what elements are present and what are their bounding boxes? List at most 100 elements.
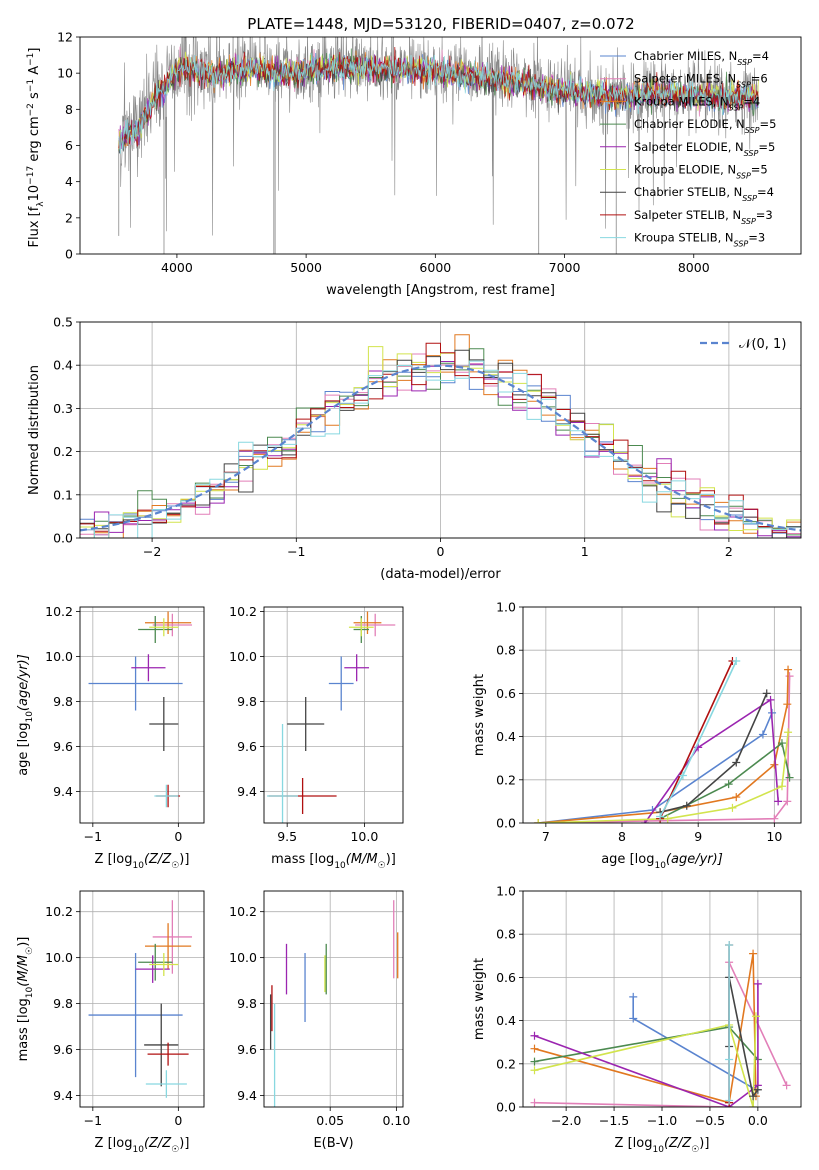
label-part: Flux [f bbox=[27, 206, 42, 247]
x-axis-label: Z [log10(Z/Z☉)] bbox=[615, 1136, 710, 1155]
weight-marker bbox=[777, 739, 786, 748]
legend-subscript: SSP bbox=[729, 103, 744, 112]
x-axis-label: age [log10(age/yr)] bbox=[601, 852, 723, 871]
y-tick-label: 9.4 bbox=[237, 1088, 257, 1103]
weight-marker bbox=[783, 797, 792, 806]
y-tick-label: 9.6 bbox=[53, 739, 73, 754]
axes-frame bbox=[263, 890, 404, 1108]
x-tick-label: 8 bbox=[618, 829, 626, 844]
y-tick-label: 0 bbox=[65, 247, 73, 262]
weight-series-line bbox=[534, 953, 757, 1104]
x-tick-label: −1 bbox=[84, 829, 102, 844]
legend-text: Salpeter STELIB, N bbox=[634, 208, 741, 222]
y-tick-label: 0.0 bbox=[53, 531, 73, 546]
y-tick-label: 10.2 bbox=[229, 904, 257, 919]
y-tick-label: 1.0 bbox=[496, 884, 516, 899]
histogram-step-line bbox=[80, 342, 801, 533]
weight-series-line bbox=[659, 660, 734, 820]
label-part: )] bbox=[386, 852, 396, 867]
plot-area bbox=[269, 900, 399, 1107]
label-part: (Z/Z bbox=[664, 1136, 692, 1151]
weight-series-line bbox=[659, 693, 768, 813]
y-tick-label: 10.0 bbox=[229, 649, 257, 664]
weight-marker bbox=[732, 793, 741, 802]
y-tick-label: 9.8 bbox=[237, 694, 257, 709]
legend-entry: Chabrier ELODIE, NSSP=5 bbox=[634, 117, 776, 135]
y-tick-label: 9.4 bbox=[53, 1088, 73, 1103]
legend-value: =3 bbox=[748, 231, 765, 245]
x-tick-label: 0.0 bbox=[748, 1113, 768, 1128]
label-part: A bbox=[27, 66, 42, 79]
weight-marker bbox=[770, 814, 779, 823]
y-tick-label: 0.2 bbox=[496, 772, 516, 787]
weight-marker bbox=[777, 782, 786, 791]
legend-value: =4 bbox=[757, 185, 774, 199]
age-vs-Z-chart: −1 09.49.69.810.010.2Z [log10(Z/Z☉)]age [… bbox=[16, 604, 205, 871]
y-tick-label: 9.6 bbox=[237, 1042, 257, 1057]
legend-entry: 𝒩(0, 1) bbox=[739, 337, 786, 352]
label-part: age [log bbox=[16, 723, 31, 776]
x-tick-label: −0.5 bbox=[695, 1113, 725, 1128]
label-part: 10 bbox=[334, 861, 346, 871]
legend-entry: Kroupa ELODIE, NSSP=5 bbox=[634, 163, 768, 181]
label-part: ☉ bbox=[691, 1145, 699, 1155]
legend-subscript: SSP bbox=[734, 239, 749, 248]
weight-marker bbox=[784, 728, 793, 737]
legend-entry: Kroupa STELIB, NSSP=3 bbox=[634, 231, 765, 249]
y-tick-label: 0.6 bbox=[496, 970, 516, 985]
x-tick-label: 6000 bbox=[419, 260, 451, 275]
x-tick-label: −1 bbox=[84, 1113, 102, 1128]
x-tick-label: 0 bbox=[174, 1113, 182, 1128]
plot-area bbox=[530, 941, 791, 1107]
label-part: mass [log bbox=[271, 852, 334, 867]
axes-frame bbox=[522, 606, 802, 824]
y-tick-label: 0.0 bbox=[496, 1100, 516, 1115]
label-part: −1 bbox=[26, 79, 36, 92]
x-tick-label: 9 bbox=[694, 829, 702, 844]
histogram-step-line bbox=[80, 349, 801, 538]
legend-text: Chabrier STELIB, N bbox=[634, 185, 742, 199]
weight-marker bbox=[629, 1014, 638, 1023]
weight-marker bbox=[732, 657, 741, 665]
x-axis-label: E(B-V) bbox=[313, 1136, 353, 1151]
weight-marker bbox=[766, 695, 775, 704]
label-part: ☉ bbox=[171, 1145, 179, 1155]
y-tick-label: 6 bbox=[65, 138, 73, 153]
y-axis-label: mass weight bbox=[472, 958, 487, 1040]
plot-area bbox=[88, 611, 193, 808]
weight-marker bbox=[762, 689, 771, 698]
y-tick-label: 9.8 bbox=[237, 996, 257, 1011]
label-part: Z [log bbox=[615, 1136, 653, 1151]
label-part: Z [log bbox=[95, 1136, 133, 1151]
weight-marker bbox=[770, 760, 779, 769]
y-tick-label: 0.4 bbox=[53, 358, 73, 373]
legend-value: =6 bbox=[751, 72, 768, 86]
y-tick-label: 10.0 bbox=[229, 950, 257, 965]
label-part: age [log bbox=[601, 852, 654, 867]
label-part: s bbox=[27, 92, 42, 103]
x-tick-label: −2.0 bbox=[551, 1113, 581, 1128]
label-part: (Z/Z bbox=[144, 1136, 172, 1151]
y-tick-label: 10.2 bbox=[45, 904, 73, 919]
y-tick-label: 0.5 bbox=[53, 315, 73, 330]
label-part: 10 bbox=[652, 1145, 664, 1155]
x-tick-label: −1 bbox=[287, 544, 305, 559]
label-part: 10 bbox=[25, 986, 35, 998]
weight-vs-Z-chart: −2.0 −1.5 −1.0 −0.5 0.0 0.0 0.2 0.4 0.6 0.8 1.0 Z [… bbox=[472, 884, 802, 1155]
x-tick-label: −2 bbox=[143, 544, 161, 559]
y-tick-label: 9.4 bbox=[237, 784, 257, 799]
label-part: (age/yr)] bbox=[666, 852, 723, 867]
x-tick-label: 9.5 bbox=[277, 829, 297, 844]
histogram-step-line bbox=[80, 360, 801, 538]
y-tick-label: 10.0 bbox=[45, 950, 73, 965]
legend-value: =5 bbox=[758, 140, 775, 154]
mass-vs-EBV-chart: 0.05 0.10 9.4 9.6 9.8 10.0 10.2 E(B-V) bbox=[229, 890, 410, 1151]
x-tick-label: 1 bbox=[581, 544, 589, 559]
y-tick-label: 10.0 bbox=[45, 649, 73, 664]
weight-series-line bbox=[534, 983, 759, 1107]
weight-marker bbox=[785, 773, 794, 782]
weight-marker bbox=[758, 730, 767, 739]
legend-value: =5 bbox=[751, 163, 768, 177]
